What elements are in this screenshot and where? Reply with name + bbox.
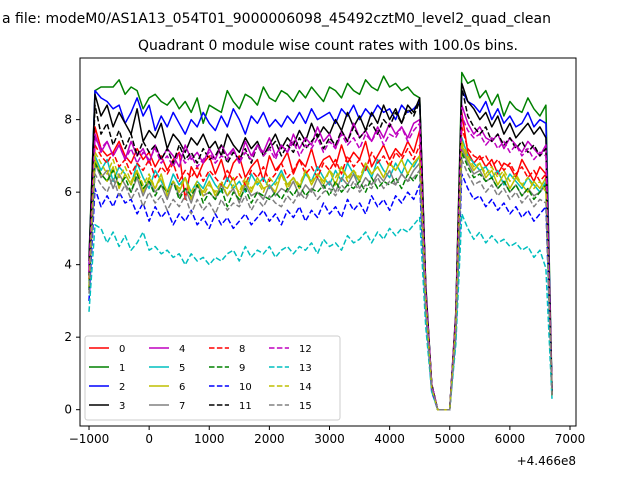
series-line-10 [88,173,553,411]
x-tick-label: 3000 [314,432,345,446]
legend-label-6: 6 [179,382,185,393]
y-tick-label: 6 [64,185,72,199]
legend-label-7: 7 [179,401,185,412]
chart-title: Quadrant 0 module wise count rates with … [138,38,518,54]
figure-suptitle: a file: modeM0/AS1A13_054T01_9000006098_… [2,11,551,27]
legend-label-9: 9 [239,363,245,374]
y-tick-label: 4 [64,258,72,272]
legend-label-11: 11 [239,401,252,412]
legend-label-12: 12 [299,344,312,355]
series-line-11 [88,86,553,411]
plot-frame [79,57,577,427]
series-line-13 [88,213,553,411]
legend-label-8: 8 [239,344,245,355]
series-line-15 [88,158,553,411]
legend-box [84,335,341,421]
series-line-14 [88,140,553,411]
legend-label-1: 1 [119,363,125,374]
legend-label-5: 5 [179,363,185,374]
series-line-9 [88,151,553,411]
series-line-0 [88,111,553,411]
x-tick-label: 2000 [254,432,285,446]
series-line-2 [88,89,553,411]
x-tick-label: −1000 [69,432,110,446]
legend-label-3: 3 [119,401,125,412]
series-line-7 [88,147,553,411]
legend-label-0: 0 [119,344,125,355]
series-line-8 [88,126,553,411]
x-tick-label: 5000 [434,432,465,446]
x-tick-label: 6000 [495,432,526,446]
y-tick-label: 0 [64,403,72,417]
x-axis-offset-label: +4.466e8 [517,454,576,468]
legend-label-4: 4 [179,344,185,355]
y-tick-label: 8 [64,113,72,127]
x-tick-label: 4000 [374,432,405,446]
series-line-6 [88,144,553,411]
legend-label-10: 10 [239,382,252,393]
series-line-12 [88,115,553,411]
y-axis: 0 2 4 6 8 [64,113,80,417]
x-axis: −1000 0 1000 2000 3000 4000 5000 6000 7000 [69,426,586,446]
legend-label-15: 15 [299,401,312,412]
legend-label-14: 14 [299,382,312,393]
x-tick-label: 0 [145,432,153,446]
x-tick-label: 7000 [555,432,586,446]
y-tick-label: 2 [64,330,72,344]
x-tick-label: 1000 [194,432,225,446]
series-layer [88,71,553,411]
legend-label-13: 13 [299,363,312,374]
series-line-1 [88,71,553,411]
legend-label-2: 2 [119,382,125,393]
